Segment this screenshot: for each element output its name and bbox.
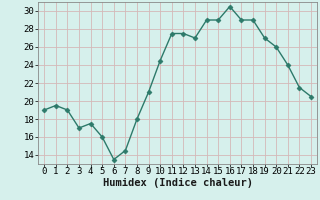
X-axis label: Humidex (Indice chaleur): Humidex (Indice chaleur) — [103, 178, 252, 188]
